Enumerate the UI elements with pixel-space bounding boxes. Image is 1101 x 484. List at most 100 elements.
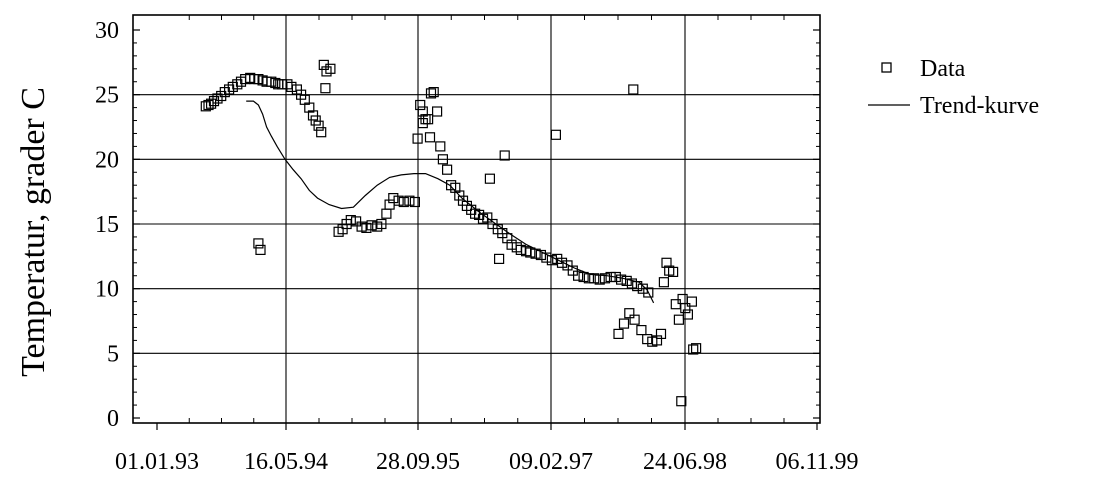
data-point bbox=[398, 196, 409, 208]
data-point bbox=[345, 215, 356, 226]
data-point bbox=[255, 244, 266, 255]
legend-data-label: Data bbox=[920, 56, 966, 82]
data-point bbox=[525, 247, 536, 258]
data-point bbox=[384, 199, 395, 210]
data-point bbox=[682, 309, 694, 320]
data-point bbox=[428, 86, 439, 98]
data-point bbox=[677, 293, 688, 305]
data-point bbox=[615, 274, 627, 285]
data-point bbox=[556, 257, 568, 268]
data-point bbox=[224, 84, 235, 95]
y-axis-label: Temperatur, grader C bbox=[15, 87, 52, 377]
x-tick-label: 09.02.97 bbox=[509, 449, 593, 475]
y-tick-label: 30 bbox=[95, 18, 119, 44]
data-point bbox=[409, 196, 420, 208]
data-point bbox=[381, 208, 392, 219]
data-point bbox=[376, 218, 387, 230]
data-point bbox=[457, 195, 469, 206]
legend-data-marker bbox=[881, 62, 892, 73]
x-tick-label: 16.05.94 bbox=[244, 449, 328, 475]
data-point bbox=[424, 132, 436, 143]
data-point bbox=[643, 287, 654, 298]
data-point bbox=[482, 212, 493, 223]
x-tick-label: 24.06.98 bbox=[643, 449, 727, 475]
data-point bbox=[562, 260, 573, 271]
data-point bbox=[546, 255, 558, 266]
data-point bbox=[628, 84, 639, 95]
data-point bbox=[425, 88, 437, 99]
data-point bbox=[670, 299, 681, 310]
data-point bbox=[200, 101, 211, 112]
data-point bbox=[655, 328, 667, 339]
data-point bbox=[688, 344, 699, 355]
data-point bbox=[388, 193, 399, 204]
data-point bbox=[690, 343, 702, 354]
data-point bbox=[320, 83, 331, 94]
data-point bbox=[316, 127, 327, 138]
data-point bbox=[680, 303, 691, 314]
data-point bbox=[321, 66, 332, 77]
data-point bbox=[435, 141, 446, 152]
x-tick-label: 28.09.95 bbox=[376, 449, 460, 475]
y-tick-label: 15 bbox=[95, 212, 119, 238]
data-point bbox=[567, 265, 578, 276]
data-point bbox=[550, 129, 562, 140]
data-point bbox=[589, 273, 600, 284]
y-tick-label: 10 bbox=[95, 277, 119, 303]
y-tick-label: 0 bbox=[107, 406, 119, 432]
data-point bbox=[658, 277, 670, 288]
data-point bbox=[637, 283, 648, 294]
data-point bbox=[325, 63, 336, 74]
data-point bbox=[618, 318, 630, 329]
data-point bbox=[296, 89, 307, 100]
data-point bbox=[286, 81, 297, 93]
data-point bbox=[366, 220, 377, 231]
data-point bbox=[629, 314, 640, 325]
data-point bbox=[578, 271, 589, 283]
data-point bbox=[361, 222, 372, 233]
data-point bbox=[232, 79, 243, 90]
legend: Data Trend-kurve bbox=[868, 56, 1039, 119]
trend-line bbox=[246, 100, 655, 304]
ticks: 01.01.93 16.05.94 28.09.95 09.02.97 24.06.98… bbox=[95, 15, 859, 475]
data-point bbox=[454, 190, 465, 201]
data-point bbox=[437, 154, 448, 165]
data-point bbox=[412, 133, 423, 144]
data-point bbox=[673, 314, 685, 325]
data-point bbox=[506, 239, 517, 250]
data-point bbox=[613, 328, 624, 339]
data-point bbox=[636, 325, 647, 336]
data-point bbox=[404, 195, 415, 206]
data-point bbox=[417, 117, 428, 129]
x-tick-label: 06.11.99 bbox=[775, 449, 858, 475]
data-point bbox=[535, 249, 547, 261]
data-point bbox=[686, 296, 698, 307]
data-point bbox=[487, 218, 498, 230]
plot-area bbox=[200, 59, 702, 407]
data-point bbox=[270, 77, 281, 89]
y-tick-label: 25 bbox=[95, 83, 119, 109]
data-point bbox=[417, 106, 428, 117]
data-point bbox=[415, 99, 426, 111]
data-point bbox=[541, 252, 552, 263]
data-point bbox=[664, 265, 675, 276]
data-point bbox=[304, 102, 315, 113]
y-tick-label: 20 bbox=[95, 147, 119, 173]
data-point bbox=[351, 216, 362, 227]
data-point bbox=[661, 257, 672, 268]
data-point bbox=[253, 238, 264, 249]
data-point bbox=[599, 273, 611, 284]
data-point bbox=[572, 270, 584, 281]
data-point bbox=[676, 396, 687, 407]
data-point bbox=[393, 195, 404, 206]
data-point bbox=[484, 173, 495, 184]
data-point bbox=[310, 115, 321, 126]
data-point bbox=[206, 98, 217, 109]
data-point bbox=[432, 106, 443, 117]
data-point bbox=[667, 266, 679, 277]
legend-trend-label: Trend-kurve bbox=[920, 93, 1039, 119]
data-point bbox=[212, 93, 223, 104]
data-point bbox=[624, 308, 635, 319]
